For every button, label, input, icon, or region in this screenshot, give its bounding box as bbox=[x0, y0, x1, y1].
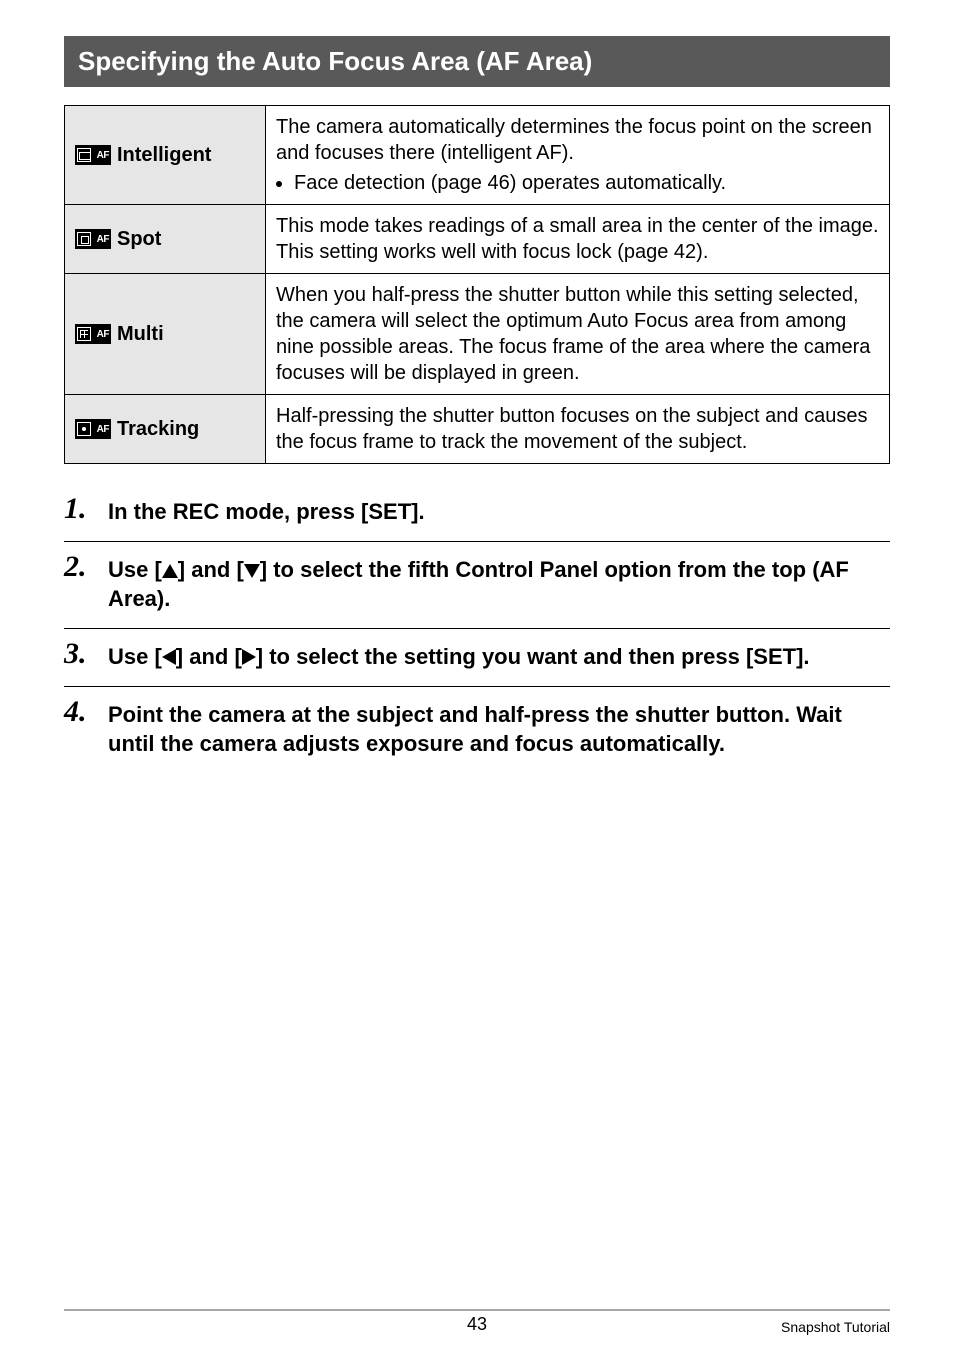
table-desc-cell: This mode takes readings of a small area… bbox=[266, 205, 890, 274]
arrow-up-icon bbox=[162, 564, 178, 578]
table-row: AF Multi When you half-press the shutter… bbox=[65, 274, 890, 395]
section-title-text: Specifying the Auto Focus Area (AF Area) bbox=[78, 46, 592, 76]
footer-section-name: Snapshot Tutorial bbox=[781, 1319, 890, 1335]
af-mode-description: When you half-press the shutter button w… bbox=[276, 284, 870, 384]
step-text: Use [] and [] to select the fifth Contro… bbox=[108, 552, 890, 614]
step-number: 4. bbox=[64, 697, 98, 727]
table-label-cell: AF Tracking bbox=[65, 395, 266, 464]
table-row: AF Intelligent The camera automatically … bbox=[65, 106, 890, 205]
table-label-cell: AF Multi bbox=[65, 274, 266, 395]
arrow-left-icon bbox=[162, 649, 176, 665]
af-mode-label: Multi bbox=[117, 323, 164, 346]
table-row: AF Tracking Half-pressing the shutter bu… bbox=[65, 395, 890, 464]
step-item: 2. Use [] and [] to select the fifth Con… bbox=[64, 541, 890, 628]
step-text: Point the camera at the subject and half… bbox=[108, 697, 890, 759]
table-label-cell: AF Spot bbox=[65, 205, 266, 274]
af-mode-description: This mode takes readings of a small area… bbox=[276, 215, 879, 263]
page-container: Specifying the Auto Focus Area (AF Area)… bbox=[0, 0, 954, 1357]
af-mode-label: Intelligent bbox=[117, 144, 211, 167]
spot-af-icon: AF bbox=[75, 229, 111, 249]
af-mode-description: Half-pressing the shutter button focuses… bbox=[276, 405, 867, 453]
table-desc-cell: When you half-press the shutter button w… bbox=[266, 274, 890, 395]
arrow-down-icon bbox=[244, 564, 260, 578]
af-mode-bullet: Face detection (page 46) operates automa… bbox=[294, 170, 879, 196]
page-footer: 43 Snapshot Tutorial bbox=[64, 1309, 890, 1335]
step-text: In the REC mode, press [SET]. bbox=[108, 494, 425, 527]
step-item: 1. In the REC mode, press [SET]. bbox=[64, 484, 890, 541]
intelligent-af-icon: AF bbox=[75, 145, 111, 165]
arrow-right-icon bbox=[242, 649, 256, 665]
table-label-cell: AF Intelligent bbox=[65, 106, 266, 205]
step-item: 4. Point the camera at the subject and h… bbox=[64, 686, 890, 773]
af-mode-label: Spot bbox=[117, 228, 161, 251]
step-number: 1. bbox=[64, 494, 98, 524]
af-area-table: AF Intelligent The camera automatically … bbox=[64, 105, 890, 464]
tracking-af-icon: AF bbox=[75, 419, 111, 439]
steps-container: 1. In the REC mode, press [SET]. 2. Use … bbox=[64, 484, 890, 773]
multi-af-icon: AF bbox=[75, 324, 111, 344]
af-mode-description: The camera automatically determines the … bbox=[276, 116, 872, 164]
step-item: 3. Use [] and [] to select the setting y… bbox=[64, 628, 890, 686]
section-title-bar: Specifying the Auto Focus Area (AF Area) bbox=[64, 36, 890, 87]
af-mode-label: Tracking bbox=[117, 418, 199, 441]
step-number: 2. bbox=[64, 552, 98, 582]
step-number: 3. bbox=[64, 639, 98, 669]
page-number: 43 bbox=[467, 1314, 487, 1335]
table-desc-cell: The camera automatically determines the … bbox=[266, 106, 890, 205]
table-row: AF Spot This mode takes readings of a sm… bbox=[65, 205, 890, 274]
step-text: Use [] and [] to select the setting you … bbox=[108, 639, 810, 672]
table-desc-cell: Half-pressing the shutter button focuses… bbox=[266, 395, 890, 464]
